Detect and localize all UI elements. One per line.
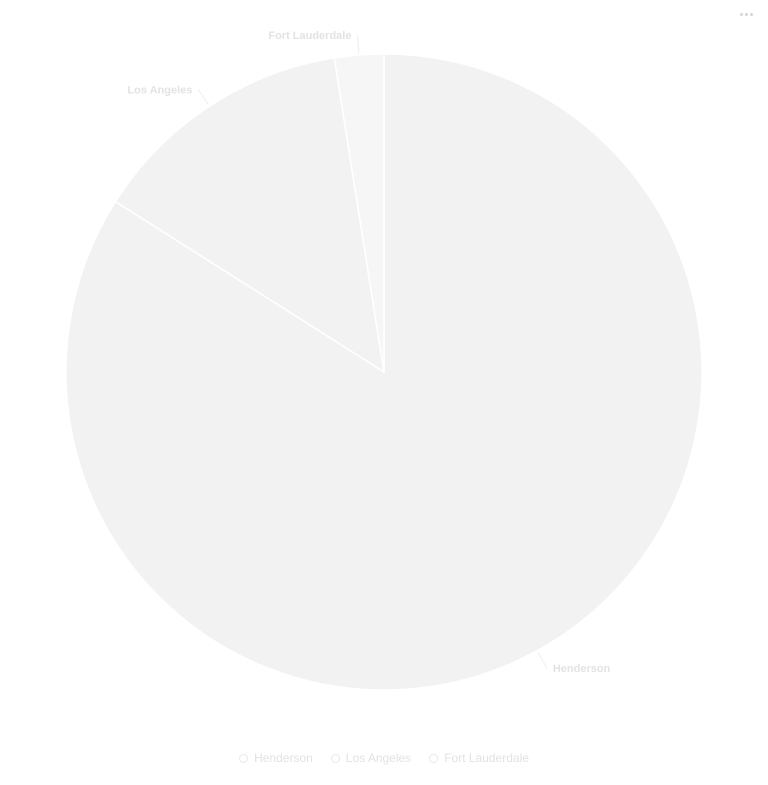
pie-slice-los-angeles[interactable] (114, 57, 386, 374)
legend-swatch-henderson (239, 753, 249, 763)
chart-legend: Henderson Los Angeles Fort Lauderdale (0, 748, 768, 768)
legend-swatch-fort-lauderdale (429, 753, 439, 763)
legend-swatch-los-angeles (330, 753, 340, 763)
leader-line-fort-lauderdale (356, 35, 360, 54)
data-label-los-angeles: Los Angeles (127, 84, 192, 96)
legend-item-los-angeles[interactable]: Los Angeles (330, 751, 412, 765)
data-label-fort-lauderdale: Fort Lauderdale (268, 30, 351, 42)
legend-item-henderson[interactable]: Henderson (239, 751, 313, 765)
legend-item-fort-lauderdale[interactable]: Fort Lauderdale (429, 751, 529, 765)
data-label-henderson: Henderson (553, 663, 611, 675)
chart-menu-button[interactable] (734, 6, 758, 22)
leader-line-los-angeles (198, 89, 209, 105)
legend-label-los-angeles: Los Angeles (345, 751, 412, 765)
leader-line-henderson (537, 652, 548, 669)
pie-slice-fort-lauderdale[interactable] (333, 53, 385, 373)
more-horizontal-icon (739, 12, 753, 16)
legend-label-fort-lauderdale: Fort Lauderdale (444, 751, 529, 765)
legend-label-henderson: Henderson (254, 751, 313, 765)
